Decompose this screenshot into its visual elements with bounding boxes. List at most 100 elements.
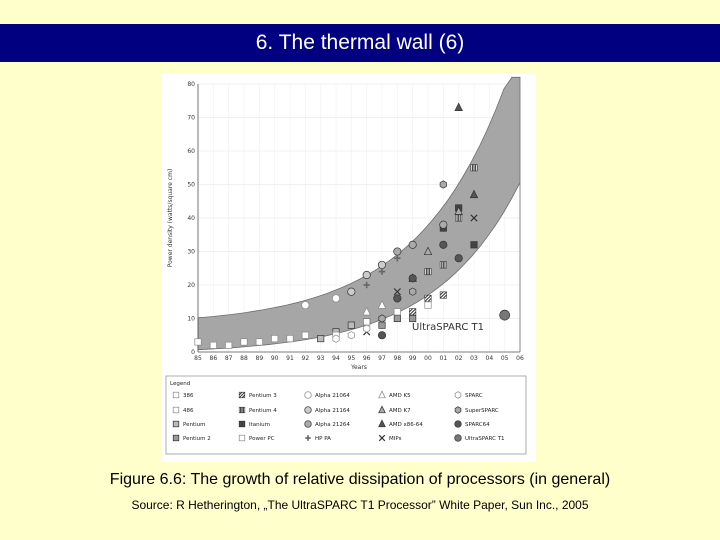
- point-alpha-21064: [331, 294, 341, 303]
- legend-label-amd-x86-64: AMD x86-64: [389, 422, 423, 428]
- point-amd-k5: [377, 300, 387, 309]
- point-pentium-4: [470, 164, 478, 172]
- trend-band: [197, 76, 521, 352]
- x-tick-label: 88: [240, 355, 248, 362]
- y-tick-label: 10: [187, 316, 195, 323]
- y-tick-label: 70: [187, 115, 195, 122]
- legend-marker-mips: [378, 434, 386, 442]
- legend-label-sparc: SPARC: [465, 393, 483, 399]
- point-pentium-3: [424, 294, 432, 302]
- legend-marker-486: [172, 406, 180, 414]
- point-alpha-21064: [301, 301, 310, 310]
- legend-label-supersparc: SuperSPARC: [465, 408, 499, 414]
- y-tick-label: 0: [191, 349, 195, 356]
- point-486: [255, 338, 263, 346]
- hatch-line: [439, 291, 447, 299]
- x-tick-label: 97: [378, 355, 386, 362]
- point-power-pc: [393, 308, 401, 316]
- slide-title: 6. The thermal wall (6): [0, 24, 720, 62]
- cross-line: [470, 214, 478, 222]
- legend-label-mips: MIPs: [389, 436, 402, 442]
- point-pentium-3: [439, 291, 447, 299]
- legend-marker-amd-k5: [378, 390, 386, 399]
- point-pentium: [317, 335, 325, 343]
- x-tick-label: 00: [424, 355, 432, 362]
- legend-marker-alpha-21264: [304, 420, 312, 428]
- y-tick-label: 30: [187, 249, 195, 256]
- y-tick-label: 40: [187, 215, 195, 222]
- point-hp-pa: [363, 281, 370, 289]
- legend-label-486: 486: [183, 408, 194, 414]
- legend-label-amd-k7: AMD K7: [389, 408, 411, 414]
- point-pentium-2: [409, 314, 417, 323]
- hatch-line: [409, 308, 417, 316]
- legend-label-alpha-21164: Alpha 21164: [315, 408, 350, 414]
- x-tick-label: 04: [486, 355, 494, 362]
- chart-figure: 0 10 20 30 40 50 60 70 80 85 86 87 88 89 90 91 92 93 94 95…: [162, 74, 536, 462]
- legend-label-power-pc: Power PC: [249, 436, 275, 442]
- x-tick-label: 89: [256, 355, 264, 362]
- point-amd-k7: [423, 246, 433, 256]
- legend-box: [165, 375, 527, 455]
- y-tick-label: 60: [187, 148, 195, 155]
- point-486: [271, 335, 279, 343]
- legend-marker-alpha-21064: [304, 391, 312, 399]
- point-sparc: [347, 331, 355, 340]
- legend-marker-sparc: [454, 391, 462, 399]
- x-axis-ticks: 85 86 87 88 89 90 91 92 93 94 95 96 97 98 99 00 01 02 03 04…: [194, 355, 524, 362]
- legend-label-pentium-2: Pentium 2: [183, 436, 211, 442]
- point-amd-x86-64: [454, 102, 463, 112]
- x-tick-label: 03: [470, 355, 478, 362]
- y-tick-label: 50: [187, 182, 195, 189]
- cross-line: [393, 288, 401, 296]
- legend-marker-sparc64: [454, 420, 462, 428]
- legend-label-pentium-4: Pentium 4: [249, 408, 277, 414]
- point-sparc64: [439, 240, 448, 249]
- point-alpha-21264: [393, 247, 402, 256]
- point-pentium-4: [455, 214, 463, 222]
- x-tick-label: 96: [363, 355, 371, 362]
- legend: Legend 386 486 Pentium Pentium 2 Pentium 3 Pe…: [165, 375, 527, 455]
- x-tick-label: 93: [317, 355, 325, 362]
- point-supersparc: [409, 287, 417, 296]
- legend-label-sparc64: SPARC64: [465, 422, 490, 428]
- legend-label-ultrasparc-t1: UltraSPARC T1: [465, 436, 505, 442]
- point-pentium-2: [378, 321, 386, 329]
- y-axis-label: Power density (watts/square cm): [167, 169, 174, 268]
- legend-marker-itanium: [238, 420, 246, 428]
- legend-marker-alpha-21164: [304, 406, 312, 414]
- hatch-line: [424, 294, 429, 299]
- figure-caption: Figure 6.6: The growth of relative dissi…: [109, 471, 611, 488]
- legend-label-pentium-3: Pentium 3: [249, 393, 277, 399]
- point-386: [225, 341, 233, 349]
- legend-marker-pentium: [172, 420, 180, 428]
- legend-marker-supersparc: [454, 406, 462, 414]
- point-mips: [470, 214, 478, 222]
- point-alpha-21164: [347, 287, 356, 296]
- x-tick-label: 95: [348, 355, 356, 362]
- x-tick-label: 92: [302, 355, 310, 362]
- x-tick-label: 05: [501, 355, 509, 362]
- cross-line: [378, 434, 386, 442]
- x-axis-label: Years: [350, 364, 367, 371]
- hatch-line: [427, 298, 432, 302]
- x-tick-label: 06: [516, 355, 524, 362]
- x-tick-label: 98: [394, 355, 402, 362]
- point-pentium-4: [439, 261, 447, 269]
- point-mips: [393, 288, 401, 296]
- point-486: [301, 331, 309, 339]
- hatch-line: [442, 294, 447, 299]
- figure-source: Source: R Hetherington, „The UltraSPARC …: [131, 498, 589, 512]
- point-alpha-21164: [362, 270, 371, 280]
- point-sparc: [363, 324, 371, 333]
- point-itanium: [470, 241, 478, 249]
- legend-marker-power-pc: [238, 434, 246, 442]
- point-amd-k7: [454, 206, 463, 215]
- point-amd-x86-64: [469, 189, 479, 199]
- point-ultrasparc-t1: [499, 309, 511, 321]
- x-tick-label: 90: [271, 355, 279, 362]
- data-points: [194, 102, 511, 349]
- hatch-line: [439, 291, 444, 296]
- legend-marker-amd-x86-64: [378, 419, 386, 428]
